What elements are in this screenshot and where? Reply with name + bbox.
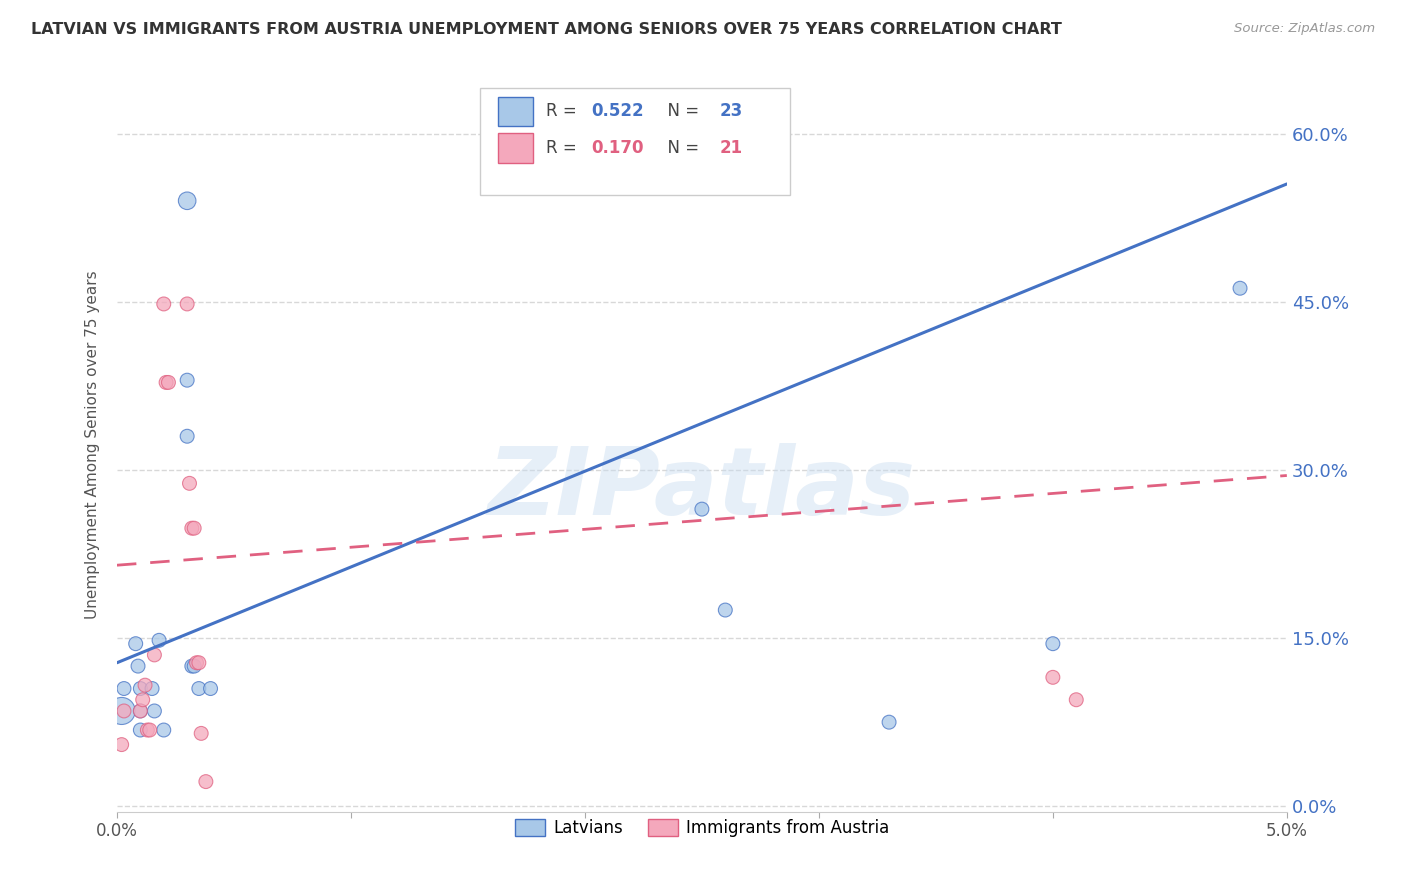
Point — [183, 659, 205, 673]
Point — [127, 659, 149, 673]
Point — [690, 502, 713, 516]
Point — [143, 648, 166, 662]
Point — [155, 376, 177, 390]
Point — [111, 738, 134, 752]
Text: 0.170: 0.170 — [591, 139, 644, 157]
Point — [183, 521, 205, 535]
FancyBboxPatch shape — [498, 96, 533, 126]
Point — [112, 681, 135, 696]
Point — [1042, 670, 1064, 684]
Text: ZIPatlas: ZIPatlas — [488, 442, 915, 534]
Point — [136, 723, 159, 737]
Point — [138, 723, 160, 737]
Point — [125, 637, 148, 651]
Point — [141, 681, 163, 696]
Legend: Latvians, Immigrants from Austria: Latvians, Immigrants from Austria — [508, 813, 896, 844]
Point — [157, 376, 180, 390]
Point — [152, 297, 174, 311]
Point — [200, 681, 222, 696]
Text: LATVIAN VS IMMIGRANTS FROM AUSTRIA UNEMPLOYMENT AMONG SENIORS OVER 75 YEARS CORR: LATVIAN VS IMMIGRANTS FROM AUSTRIA UNEMP… — [31, 22, 1062, 37]
Point — [180, 521, 202, 535]
Point — [714, 603, 737, 617]
Point — [186, 656, 208, 670]
Point — [176, 194, 198, 208]
Point — [180, 659, 202, 673]
Point — [190, 726, 212, 740]
Point — [129, 723, 152, 737]
Text: 0.522: 0.522 — [591, 103, 644, 120]
Point — [112, 704, 135, 718]
Point — [1042, 637, 1064, 651]
Point — [1064, 692, 1087, 706]
Point — [187, 681, 209, 696]
Text: R =: R = — [547, 139, 582, 157]
FancyBboxPatch shape — [479, 88, 790, 195]
Text: Source: ZipAtlas.com: Source: ZipAtlas.com — [1234, 22, 1375, 36]
Point — [129, 681, 152, 696]
Point — [176, 297, 198, 311]
Point — [179, 476, 201, 491]
Point — [194, 774, 217, 789]
Point — [187, 656, 209, 670]
Text: N =: N = — [658, 103, 704, 120]
Point — [131, 692, 153, 706]
Point — [1229, 281, 1251, 295]
Point — [176, 429, 198, 443]
Point — [129, 704, 152, 718]
Point — [129, 704, 152, 718]
Point — [877, 715, 900, 730]
Text: 21: 21 — [720, 139, 742, 157]
Text: 23: 23 — [720, 103, 742, 120]
Point — [148, 633, 170, 648]
FancyBboxPatch shape — [498, 133, 533, 162]
Text: R =: R = — [547, 103, 582, 120]
Y-axis label: Unemployment Among Seniors over 75 years: Unemployment Among Seniors over 75 years — [86, 270, 100, 619]
Text: N =: N = — [658, 139, 704, 157]
Point — [134, 678, 156, 692]
Point — [152, 723, 174, 737]
Point — [111, 704, 134, 718]
Point — [176, 373, 198, 387]
Point — [143, 704, 166, 718]
